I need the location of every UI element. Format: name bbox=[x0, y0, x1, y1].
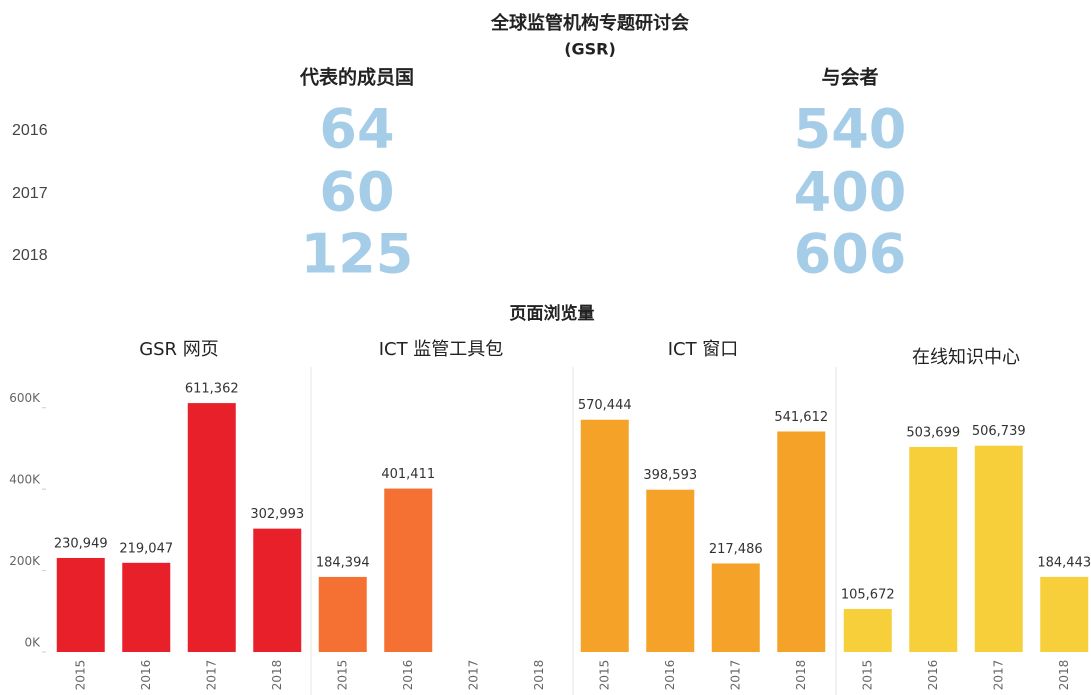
value-label: 611,362 bbox=[185, 382, 239, 397]
x-tick-label: 2016 bbox=[926, 660, 940, 691]
value-label: 105,672 bbox=[841, 587, 895, 602]
value-label: 506,739 bbox=[972, 424, 1026, 439]
bar bbox=[318, 576, 367, 652]
bar bbox=[253, 528, 302, 652]
title: 全球监管机构专题研讨会 bbox=[490, 12, 689, 34]
x-tick-label: 2017 bbox=[466, 660, 480, 691]
bar bbox=[974, 445, 1023, 652]
x-tick-label: 2017 bbox=[728, 660, 742, 691]
x-tick-label: 2015 bbox=[335, 660, 349, 691]
bar bbox=[56, 557, 105, 652]
x-tick-label: 2018 bbox=[794, 660, 808, 691]
value-label: 219,047 bbox=[119, 541, 173, 556]
x-tick-label: 2018 bbox=[532, 660, 546, 691]
section-title: 页面浏览量 bbox=[510, 303, 595, 324]
y-tick-label: 600K bbox=[9, 391, 41, 405]
panel-title: 在线知识中心 bbox=[912, 347, 1020, 368]
value-label: 184,443 bbox=[1037, 555, 1091, 570]
x-tick-label: 2016 bbox=[139, 660, 153, 691]
stat-value: 125 bbox=[301, 223, 414, 286]
row-year: 2017 bbox=[12, 185, 48, 202]
bar bbox=[1040, 576, 1089, 652]
value-label: 302,993 bbox=[250, 507, 304, 522]
subtitle: (GSR) bbox=[564, 40, 616, 59]
panel-title: GSR 网页 bbox=[139, 339, 219, 360]
y-tick-label: 200K bbox=[9, 554, 41, 568]
value-label: 503,699 bbox=[906, 425, 960, 440]
x-tick-label: 2018 bbox=[1057, 660, 1071, 691]
x-tick-label: 2015 bbox=[597, 660, 611, 691]
value-label: 570,444 bbox=[578, 398, 632, 413]
bar bbox=[384, 488, 433, 652]
x-tick-label: 2015 bbox=[73, 660, 87, 691]
y-tick-label: 400K bbox=[9, 473, 41, 487]
value-label: 230,949 bbox=[54, 536, 108, 551]
bar bbox=[646, 489, 695, 652]
value-label: 398,593 bbox=[643, 468, 697, 483]
stat-value: 400 bbox=[794, 161, 907, 224]
panel-title: ICT 窗口 bbox=[668, 339, 739, 360]
column-header: 代表的成员国 bbox=[299, 66, 414, 89]
stat-value: 606 bbox=[794, 223, 907, 286]
bar bbox=[122, 562, 171, 652]
row-year: 2016 bbox=[12, 122, 48, 139]
x-tick-label: 2016 bbox=[401, 660, 415, 691]
x-tick-label: 2017 bbox=[991, 660, 1005, 691]
row-year: 2018 bbox=[12, 247, 48, 264]
bar bbox=[187, 403, 236, 652]
bar bbox=[711, 563, 760, 652]
column-header: 与会者 bbox=[821, 66, 878, 89]
stat-value: 540 bbox=[794, 98, 907, 161]
stat-value: 60 bbox=[319, 161, 394, 224]
bar bbox=[777, 431, 826, 652]
value-label: 217,486 bbox=[709, 542, 763, 557]
value-label: 401,411 bbox=[381, 467, 435, 482]
value-label: 184,394 bbox=[316, 555, 370, 570]
bar bbox=[843, 608, 892, 652]
y-tick-label: 0K bbox=[24, 636, 41, 650]
x-tick-label: 2015 bbox=[860, 660, 874, 691]
panel-title: ICT 监管工具包 bbox=[379, 339, 504, 360]
bar bbox=[580, 419, 629, 652]
x-tick-label: 2018 bbox=[270, 660, 284, 691]
x-tick-label: 2016 bbox=[663, 660, 677, 691]
bar bbox=[909, 446, 958, 652]
stat-value: 64 bbox=[319, 98, 394, 161]
x-tick-label: 2017 bbox=[204, 660, 218, 691]
value-label: 541,612 bbox=[774, 410, 828, 425]
